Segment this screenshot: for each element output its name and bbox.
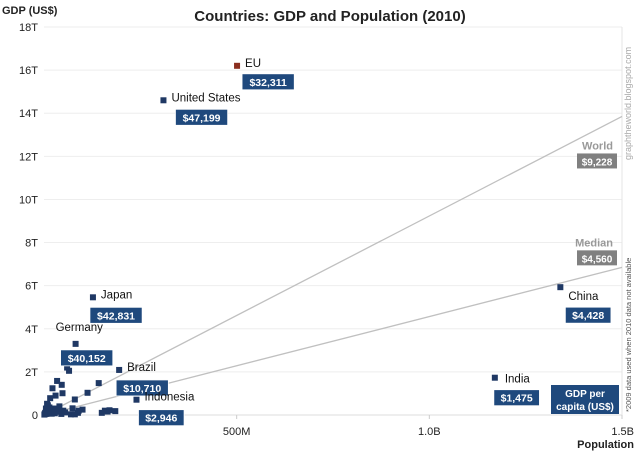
data-point	[67, 411, 74, 418]
y-tick-label: 2T	[25, 367, 38, 379]
per-capita-box	[138, 409, 185, 427]
footnote: *2009 data used when 2010 data not avail…	[624, 258, 633, 412]
legend-box-line-1: GDP per	[565, 389, 605, 400]
data-point-brazil	[116, 366, 123, 373]
data-point	[62, 409, 69, 416]
point-label: India	[505, 374, 531, 386]
per-capita-value: $40,152	[68, 353, 106, 365]
reference-line-per-capita: $9,228	[582, 157, 613, 168]
data-point-eu	[234, 62, 241, 69]
x-tick-label: 1.5B	[611, 426, 634, 438]
per-capita-box	[89, 306, 143, 324]
data-point	[66, 367, 73, 374]
per-capita-value: $32,311	[249, 77, 287, 89]
data-point	[58, 381, 65, 388]
data-point	[54, 377, 61, 384]
data-point	[71, 396, 78, 403]
reference-line-name: Median	[575, 237, 613, 249]
y-axis-label: GDP (US$)	[2, 5, 58, 17]
point-label: EU	[245, 58, 261, 70]
data-point-china	[557, 284, 564, 291]
data-point	[95, 380, 102, 387]
data-point	[51, 410, 58, 417]
data-point	[75, 407, 82, 414]
per-capita-value: $47,199	[183, 112, 221, 124]
data-point	[56, 403, 63, 410]
data-point	[58, 410, 65, 417]
per-capita-value: $4,428	[572, 310, 604, 322]
x-tick-label: 500M	[223, 426, 251, 438]
y-tick-label: 14T	[19, 108, 38, 120]
y-tick-label: 8T	[25, 238, 38, 250]
data-point-japan	[89, 294, 96, 301]
data-point	[98, 409, 105, 416]
data-point-germany	[72, 340, 79, 347]
reference-line-box	[577, 250, 617, 266]
data-point	[79, 406, 86, 413]
data-point	[47, 395, 54, 402]
y-tick-label: 4T	[25, 324, 38, 336]
reference-line-box	[577, 153, 617, 169]
data-point	[106, 407, 113, 414]
y-tick-label: 18T	[19, 22, 38, 34]
data-point	[41, 411, 48, 418]
data-point	[71, 411, 78, 418]
data-point	[52, 392, 59, 399]
point-label: Indonesia	[144, 392, 194, 404]
per-capita-box	[241, 73, 295, 91]
reference-line-name: World	[582, 140, 613, 152]
per-capita-value: $42,831	[97, 310, 135, 322]
chart-title: Countries: GDP and Population (2010)	[194, 8, 465, 25]
data-point	[64, 364, 71, 371]
watermark: graphtheworld.blogspot.com	[623, 47, 633, 160]
reference-line-world	[43, 115, 623, 416]
point-label: United States	[171, 92, 240, 104]
per-capita-legend-box: GDP per capita (US$)	[551, 385, 619, 414]
per-capita-value: $10,710	[123, 383, 161, 395]
data-point	[101, 407, 108, 414]
y-tick-label: 0	[32, 410, 38, 422]
data-point-india	[491, 374, 498, 381]
data-point	[48, 410, 55, 417]
data-point	[84, 389, 91, 396]
reference-line-per-capita: $4,560	[582, 254, 613, 265]
y-tick-label: 16T	[19, 65, 38, 77]
per-capita-box	[175, 108, 229, 126]
point-label: China	[568, 291, 599, 303]
x-tick-label: 1.0B	[418, 426, 441, 438]
per-capita-box	[60, 349, 114, 367]
data-point	[112, 408, 119, 415]
per-capita-value: $1,475	[501, 393, 533, 405]
per-capita-value: $2,946	[145, 413, 177, 425]
point-label: Japan	[101, 289, 132, 301]
point-label: Germany	[56, 322, 104, 334]
data-point	[46, 404, 53, 411]
y-tick-label: 12T	[19, 151, 38, 163]
legend-box-line-2: capita (US$)	[556, 402, 614, 413]
per-capita-box	[493, 389, 540, 407]
y-tick-label: 6T	[25, 281, 38, 293]
point-label: Brazil	[127, 362, 156, 374]
data-point	[59, 390, 66, 397]
data-point-indonesia	[133, 396, 140, 403]
y-tick-label: 10T	[19, 194, 38, 206]
data-point-united-states	[160, 97, 167, 104]
per-capita-box	[115, 379, 169, 397]
data-point	[69, 405, 76, 412]
x-axis-label: Population	[577, 439, 634, 451]
data-point	[49, 385, 56, 392]
per-capita-box	[564, 306, 612, 324]
data-point	[44, 400, 51, 407]
